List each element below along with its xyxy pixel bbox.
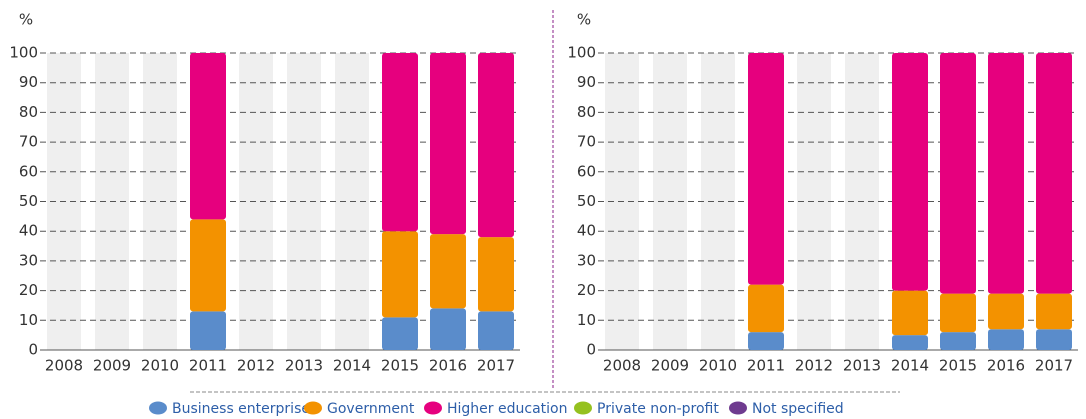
bar-segment <box>190 311 226 350</box>
y-tick-label: 50 <box>577 192 596 210</box>
x-tick-label: 2009 <box>651 357 689 375</box>
y-tick-label: 100 <box>567 44 596 62</box>
bar-segment <box>748 332 784 350</box>
bar-segment <box>478 53 514 238</box>
bar-segment <box>382 231 418 318</box>
x-tick-label: 2008 <box>603 357 641 375</box>
x-tick-label: 2015 <box>939 357 977 375</box>
bar-segment <box>940 53 976 294</box>
y-tick-label: 0 <box>28 341 38 359</box>
bar-segment <box>892 335 928 350</box>
y-tick-label: 90 <box>577 73 596 91</box>
bar-segment <box>430 234 466 309</box>
bar-segment <box>190 219 226 312</box>
bar-segment <box>478 311 514 350</box>
legend-swatch <box>574 401 592 415</box>
bar-segment <box>940 332 976 350</box>
x-tick-label: 2010 <box>141 357 179 375</box>
y-tick-label: 90 <box>19 73 38 91</box>
y-axis-label: % <box>577 11 591 29</box>
legend-label: Private non-profit <box>597 401 719 417</box>
y-tick-label: 40 <box>19 222 38 240</box>
y-tick-label: 80 <box>19 103 38 121</box>
y-tick-label: 60 <box>19 162 38 180</box>
bar-segment <box>1036 329 1072 350</box>
y-tick-label: 20 <box>577 281 596 299</box>
bar-segment <box>892 53 928 291</box>
y-tick-label: 100 <box>9 44 38 62</box>
x-tick-label: 2012 <box>795 357 833 375</box>
bar-segment <box>430 308 466 350</box>
bar-segment <box>748 284 784 333</box>
bar-segment <box>382 317 418 350</box>
x-tick-label: 2016 <box>987 357 1025 375</box>
x-tick-label: 2014 <box>333 357 371 375</box>
x-tick-label: 2013 <box>843 357 881 375</box>
y-tick-label: 30 <box>577 251 596 269</box>
bar-segment <box>382 53 418 232</box>
y-tick-label: 10 <box>19 311 38 329</box>
x-tick-label: 2012 <box>237 357 275 375</box>
bar-segment <box>940 293 976 333</box>
x-tick-label: 2009 <box>93 357 131 375</box>
legend-label: Government <box>327 401 415 417</box>
y-tick-label: 70 <box>577 133 596 151</box>
y-tick-label: 60 <box>577 162 596 180</box>
y-tick-label: 70 <box>19 133 38 151</box>
bar-segment <box>1036 53 1072 294</box>
bar-segment <box>892 290 928 336</box>
y-tick-label: 0 <box>586 341 596 359</box>
legend-swatch <box>149 401 167 415</box>
legend-swatch <box>729 401 747 415</box>
x-tick-label: 2016 <box>429 357 467 375</box>
x-tick-label: 2014 <box>891 357 929 375</box>
y-tick-label: 80 <box>577 103 596 121</box>
x-tick-label: 2017 <box>1035 357 1073 375</box>
bar-segment <box>430 53 466 235</box>
bar-segment <box>988 53 1024 294</box>
bar-segment <box>748 53 784 285</box>
legend-label: Not specified <box>752 401 844 417</box>
bar-segment <box>988 329 1024 350</box>
y-tick-label: 30 <box>19 251 38 269</box>
x-tick-label: 2011 <box>189 357 227 375</box>
y-axis-label: % <box>19 11 33 29</box>
legend-swatch <box>304 401 322 415</box>
bar-segment <box>1036 293 1072 330</box>
x-tick-label: 2013 <box>285 357 323 375</box>
y-tick-label: 50 <box>19 192 38 210</box>
x-tick-label: 2011 <box>747 357 785 375</box>
bar-segment <box>190 53 226 220</box>
y-tick-label: 20 <box>19 281 38 299</box>
y-tick-label: 40 <box>577 222 596 240</box>
x-tick-label: 2008 <box>45 357 83 375</box>
x-tick-label: 2015 <box>381 357 419 375</box>
bar-segment <box>478 237 514 312</box>
bar-segment <box>988 293 1024 330</box>
legend-label: Business enterprise <box>172 401 310 417</box>
x-tick-label: 2017 <box>477 357 515 375</box>
y-tick-label: 10 <box>577 311 596 329</box>
x-tick-label: 2010 <box>699 357 737 375</box>
legend-swatch <box>424 401 442 415</box>
legend-label: Higher education <box>447 401 567 417</box>
